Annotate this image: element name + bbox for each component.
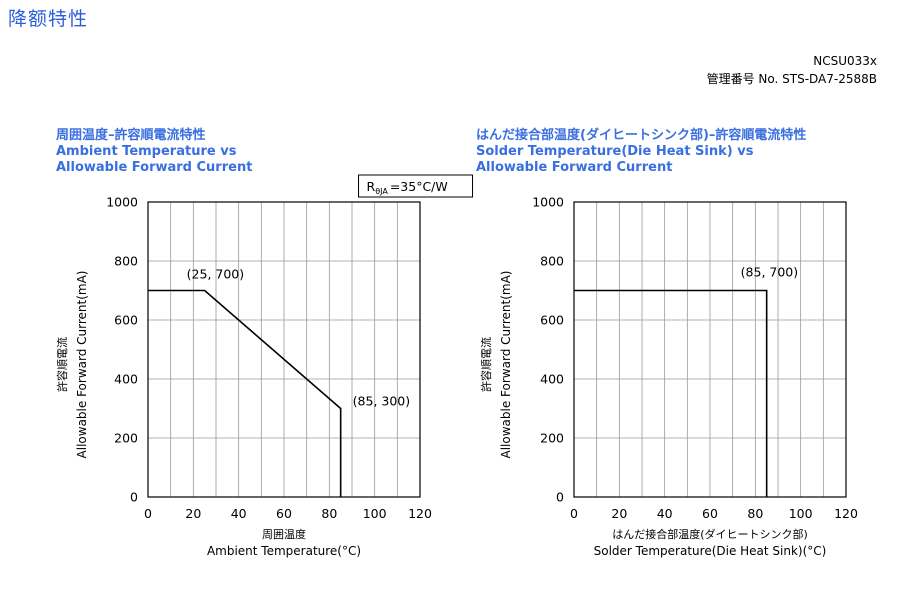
x-axis-label-jp: はんだ接合部温度(ダイヒートシンク部) (612, 527, 808, 541)
chart-2-heading: はんだ接合部温度(ダイヒートシンク部)–許容順電流特性 Solder Tempe… (476, 128, 806, 176)
data-annotation: (25, 700) (187, 267, 244, 282)
x-tick-label: 100 (789, 506, 813, 521)
y-tick-label: 0 (556, 490, 564, 505)
y-tick-label: 400 (540, 372, 564, 387)
page-title: 降额特性 (8, 8, 89, 30)
y-tick-label: 800 (540, 254, 564, 269)
y-axis-label: Allowable Forward Current(mA) (499, 271, 513, 459)
x-tick-label: 0 (570, 506, 578, 521)
chart-1-title-jp: 周囲温度–許容順電流特性 (56, 128, 206, 143)
x-tick-label: 120 (408, 506, 432, 521)
chart-2-title-en-line1: Solder Temperature(Die Heat Sink) vs (476, 144, 754, 159)
thermal-resistance-box (358, 174, 474, 198)
chart-1-title-en-line1: Ambient Temperature vs (56, 144, 237, 159)
x-tick-label: 40 (657, 506, 673, 521)
chart-1-title-en-line2: Allowable Forward Current (56, 160, 253, 175)
chart-2-title-en-line2: Allowable Forward Current (476, 160, 673, 175)
product-model: NCSU033x (813, 54, 877, 68)
x-axis-label: Solder Temperature(Die Heat Sink)(°C) (594, 544, 827, 558)
x-axis-label: Ambient Temperature(°C) (207, 544, 361, 558)
y-axis-label: Allowable Forward Current(mA) (75, 271, 89, 459)
y-tick-label: 600 (540, 313, 564, 328)
document-number: 管理番号 No. STS-DA7-2588B (706, 72, 877, 86)
y-tick-label: 1000 (106, 195, 138, 210)
x-tick-label: 20 (611, 506, 627, 521)
x-tick-label: 40 (231, 506, 247, 521)
x-tick-label: 60 (702, 506, 718, 521)
y-tick-label: 200 (114, 431, 138, 446)
x-tick-label: 60 (276, 506, 292, 521)
data-annotation: (85, 300) (353, 394, 410, 409)
derating-curve (148, 289, 342, 497)
chart-2-title-jp: はんだ接合部温度(ダイヒートシンク部)–許容順電流特性 (476, 128, 807, 143)
x-tick-label: 100 (363, 506, 387, 521)
plot-frame (573, 201, 847, 498)
x-tick-label: 20 (185, 506, 201, 521)
x-tick-label: 80 (321, 506, 337, 521)
derating-curve (574, 289, 768, 497)
y-tick-label: 1000 (532, 195, 564, 210)
y-tick-label: 600 (114, 313, 138, 328)
chart-1: 0 20 40 60 80 100 120 0 200 400 600 800 1000 周囲温度 Ambi… (55, 174, 474, 558)
y-axis-label-jp: 許容順電流 (479, 337, 493, 392)
chart-2: 0 20 40 60 80 100 120 0 200 400 600 800 1000 はんだ接合部温度… (479, 195, 858, 559)
y-tick-label: 0 (130, 490, 138, 505)
plot-frame (147, 201, 421, 498)
chart-1-heading: 周囲温度–許容順電流特性 Ambient Temperature vs Allo… (56, 128, 252, 176)
y-tick-label: 400 (114, 372, 138, 387)
x-tick-label: 120 (834, 506, 858, 521)
y-tick-label: 800 (114, 254, 138, 269)
y-tick-label: 200 (540, 431, 564, 446)
data-annotation: (85, 700) (741, 265, 798, 280)
x-tick-label: 80 (747, 506, 763, 521)
x-axis-label-jp: 周囲温度 (262, 527, 306, 541)
x-tick-label: 0 (144, 506, 152, 521)
y-axis-label-jp: 許容順電流 (55, 337, 69, 392)
thermal-resistance-label: RθJA =35°C/W (367, 179, 448, 196)
